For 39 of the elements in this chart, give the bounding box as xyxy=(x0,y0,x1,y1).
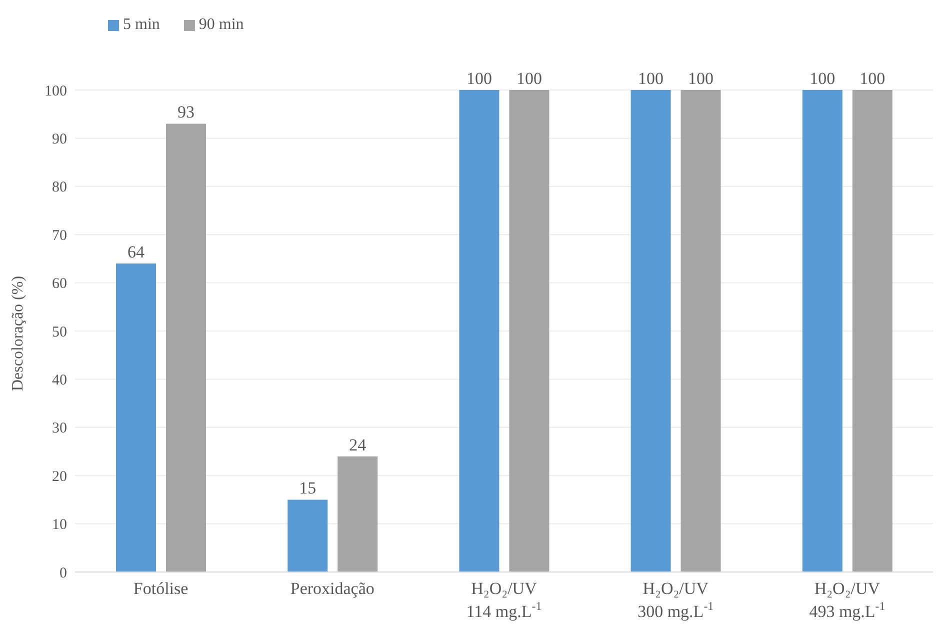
y-tick-label: 20 xyxy=(52,468,67,485)
x-tick-label: H₂O₂/UV 300 mg.L$^{-1}$ xyxy=(638,579,714,621)
x-tick-label: H₂O₂/UV 493 mg.L$^{-1}$ xyxy=(809,579,886,621)
bar xyxy=(509,90,550,572)
bar xyxy=(116,264,156,572)
x-tick-label: Peroxidação xyxy=(290,579,374,598)
data-label: 64 xyxy=(128,242,145,262)
y-tick-label: 80 xyxy=(52,180,67,196)
data-label: 15 xyxy=(299,478,316,498)
bar xyxy=(166,124,206,572)
data-label: 93 xyxy=(178,102,194,122)
y-tick-label: 90 xyxy=(52,132,67,148)
y-tick-label: 10 xyxy=(52,517,67,534)
legend-label: 5 min xyxy=(123,16,160,33)
x-tick-label: H₂O₂/UV 114 mg.L$^{-1}$ xyxy=(466,579,542,621)
y-axis-title: Descoloração (%) xyxy=(10,276,27,391)
data-label: 100 xyxy=(638,69,664,88)
y-tick-label: 70 xyxy=(52,228,67,244)
data-label: 100 xyxy=(688,69,714,88)
y-tick-label: 60 xyxy=(52,276,67,292)
bar xyxy=(802,90,842,572)
y-tick-label: 40 xyxy=(52,372,67,389)
data-label: 100 xyxy=(860,69,886,88)
bar xyxy=(630,90,671,572)
data-label: 100 xyxy=(466,69,492,88)
legend-label: 90 min xyxy=(198,16,244,33)
bar xyxy=(459,90,500,572)
bar xyxy=(288,500,328,572)
bar xyxy=(852,90,892,572)
x-tick-label: Fotólise xyxy=(133,579,188,598)
data-label: 24 xyxy=(349,435,367,454)
bar xyxy=(338,456,378,572)
y-tick-label: 100 xyxy=(44,83,67,100)
data-label: 100 xyxy=(516,69,542,88)
y-tick-label: 30 xyxy=(52,420,67,437)
y-tick-label: 0 xyxy=(60,565,67,582)
data-label: 100 xyxy=(810,69,836,88)
bar xyxy=(680,90,721,572)
y-tick-label: 50 xyxy=(52,324,67,340)
